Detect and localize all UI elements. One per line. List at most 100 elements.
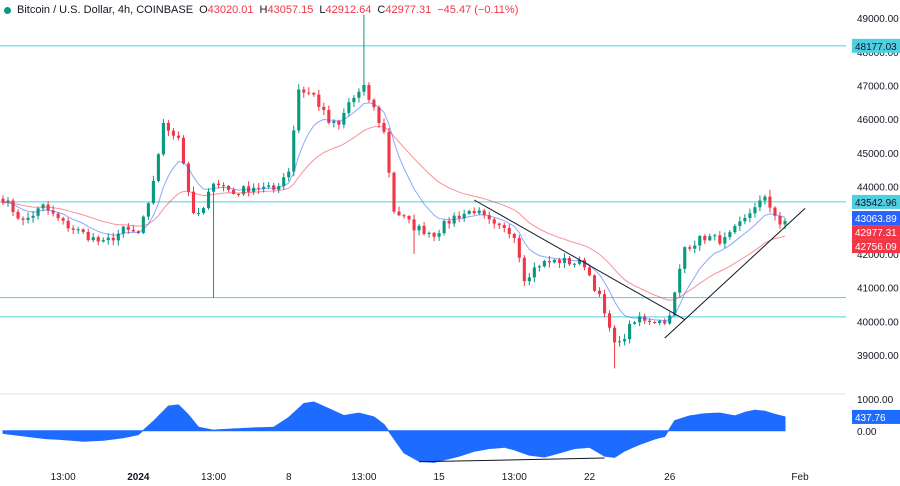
candle-body (427, 232, 431, 235)
candle-body (257, 187, 261, 189)
candle-body (633, 322, 637, 324)
ema-fast-line (2, 102, 786, 322)
candle-body (377, 107, 381, 124)
candle-body (141, 216, 145, 234)
candle-body (648, 320, 652, 323)
candle-body (166, 122, 170, 131)
oscillator-pane (2, 401, 786, 463)
time-tick-label: 13:00 (51, 472, 76, 483)
price-tick-label: 45000.00 (857, 149, 899, 160)
candle-body (602, 294, 607, 314)
candle-body (638, 316, 642, 323)
high-value: 43057.15 (267, 4, 314, 16)
time-tick-label: 15 (434, 472, 446, 483)
candle-body (653, 322, 657, 324)
candle-body (101, 240, 105, 242)
candle-body (342, 112, 346, 125)
price-badge: 42977.31 (855, 228, 897, 239)
candle-body (517, 237, 521, 258)
candle-body (71, 228, 75, 230)
level-badge: 48177.03 (855, 42, 897, 53)
candle-body (86, 231, 90, 241)
candle-body (407, 215, 411, 220)
candle-body (457, 215, 461, 219)
candle-body (392, 172, 396, 212)
level-badge-bg (852, 38, 900, 53)
candle-body (161, 122, 165, 155)
oscillator-tick-label: 1000.00 (857, 395, 894, 406)
candle-body (437, 233, 441, 237)
candle-body (472, 210, 476, 214)
market-status-icon (4, 6, 11, 14)
candle-body (663, 320, 667, 324)
candle-body (512, 233, 516, 238)
candle-body (322, 106, 326, 110)
time-tick-label: 13:00 (502, 472, 527, 483)
candle-body (628, 323, 632, 340)
price-tick-label: 39000.00 (857, 351, 899, 362)
candle-body (367, 84, 371, 100)
candle-body (156, 154, 160, 181)
level-badge: 43542.96 (855, 198, 897, 209)
candle-body (678, 268, 682, 293)
candle-body (116, 233, 120, 241)
candle-body (507, 228, 511, 234)
candle-body (237, 193, 241, 195)
candle-body (733, 226, 737, 233)
candle-body (738, 221, 742, 227)
trendline (664, 208, 806, 339)
time-tick-label: 13:00 (351, 472, 376, 483)
open-label: O (199, 4, 208, 16)
candle-body (773, 207, 777, 216)
candle-body (743, 217, 747, 222)
price-tick-label: 44000.00 (857, 183, 899, 194)
candle-body (176, 135, 181, 138)
time-axis[interactable]: 13:00 2024 13:00 8 13:00 15 13:00 22 26 Feb (51, 472, 809, 483)
candle-body (763, 196, 767, 201)
candle-body (447, 220, 451, 224)
candle-body (527, 277, 531, 282)
high-label: H (259, 4, 268, 16)
time-tick-label: 2024 (127, 472, 150, 483)
price-badge: 43063.89 (855, 214, 897, 225)
time-tick-label: 22 (584, 472, 596, 483)
candle-body (718, 235, 722, 244)
oscillator-area (2, 401, 786, 463)
candle-body (537, 266, 541, 268)
candle-body (683, 247, 687, 269)
horizontal-lines (0, 45, 846, 395)
candle-body (131, 229, 135, 232)
candle-body (482, 210, 486, 216)
candle-body (26, 217, 30, 220)
low-label: L (319, 4, 326, 16)
price-tick-label: 47000.00 (857, 81, 899, 92)
candle-body (76, 229, 80, 231)
candle-body (111, 237, 115, 241)
candle-body (462, 213, 466, 219)
candle-body (592, 275, 597, 291)
price-badge: 42756.09 (855, 242, 897, 253)
ema-slow-line (2, 125, 786, 301)
candle-body (362, 84, 366, 92)
candle-body (16, 211, 20, 219)
candle-body (327, 109, 331, 123)
candle-body (6, 200, 10, 203)
candle-body (332, 121, 336, 123)
candle-body (292, 130, 296, 172)
candle-body (1, 198, 5, 203)
price-tick-label: 48000.00 (857, 48, 899, 59)
time-tick-label: 13:00 (201, 472, 226, 483)
candle-body (232, 189, 236, 194)
candle-body (783, 220, 787, 225)
symbol-title[interactable]: Bitcoin / U.S. Dollar, 4h, COINBASE (17, 4, 194, 16)
candle-body (302, 89, 306, 93)
candle-body (492, 219, 496, 224)
candle-body (623, 339, 627, 342)
candle-body (397, 211, 401, 216)
candle-body (442, 220, 446, 234)
candle-body (417, 225, 421, 231)
candle-body (412, 219, 416, 231)
candle-body (36, 208, 40, 216)
candle-body (56, 213, 60, 219)
